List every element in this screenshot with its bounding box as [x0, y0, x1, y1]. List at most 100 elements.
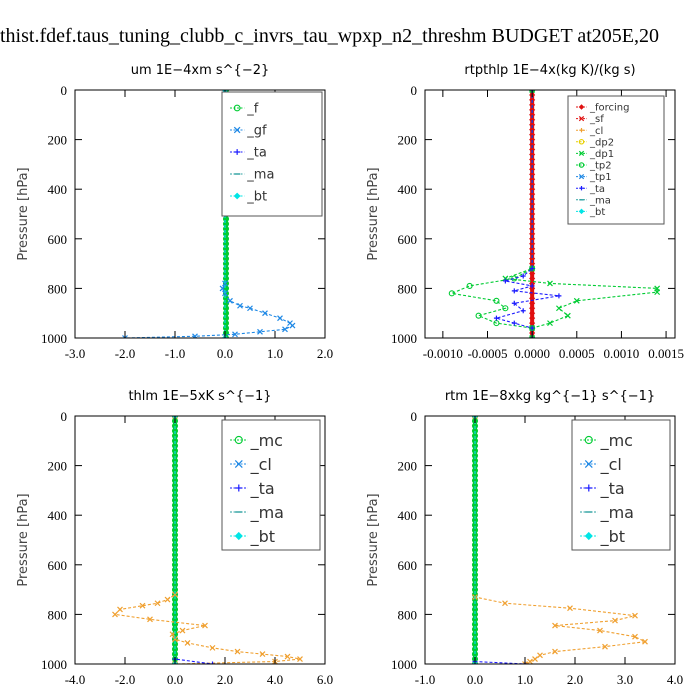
- data-point: [184, 639, 191, 646]
- data-point: [502, 278, 508, 284]
- y-axis-label: Pressure [hPa]: [16, 167, 31, 260]
- legend-marker: [579, 186, 584, 191]
- x-tick-label: 0.0005: [559, 346, 595, 361]
- legend-label: _bt: [246, 190, 267, 205]
- page-title: thist.fdef.taus_tuning_clubb_c_invrs_tau…: [0, 25, 659, 47]
- legend-label: _cl: [250, 455, 272, 475]
- legend-marker: [578, 115, 585, 122]
- data-point: [202, 622, 208, 629]
- y-tick-label: 1000: [391, 657, 417, 672]
- legend-label: _ta: [246, 146, 267, 161]
- x-tick-label: -2.0: [115, 346, 136, 361]
- data-point: [234, 648, 241, 655]
- plot-frame: [74, 415, 326, 665]
- legend-label: _mc: [250, 431, 283, 451]
- data-point: [139, 602, 146, 609]
- y-tick-label: 400: [48, 508, 68, 523]
- series-line-ta: [474, 416, 526, 664]
- data-point: [527, 658, 533, 664]
- legend-label: _tp1: [589, 172, 612, 183]
- y-tick-label: 0: [411, 83, 418, 98]
- legend-marker: [578, 104, 585, 110]
- x-tick-label: 0.0015: [648, 346, 684, 361]
- y-tick-label: 800: [398, 607, 418, 622]
- series-group: [448, 90, 661, 338]
- legend: _f _gf _ta _ma _bt: [221, 91, 323, 217]
- legend-label: _dp1: [589, 149, 614, 160]
- x-tick-label: 1.0: [517, 672, 533, 687]
- x-tick-label: -2.0: [115, 672, 136, 687]
- legend-label: _cl: [589, 126, 603, 137]
- legend-label: _ma: [246, 168, 274, 183]
- data-point: [537, 652, 543, 659]
- data-point: [520, 273, 526, 279]
- x-tick-label: -0.0005: [467, 346, 507, 361]
- data-point: [502, 305, 509, 312]
- data-point: [472, 416, 478, 419]
- y-tick-label: 400: [398, 508, 418, 523]
- plot-frame: [424, 89, 676, 339]
- y-tick-label: 200: [398, 459, 418, 474]
- legend-marker: [578, 173, 585, 180]
- data-point: [564, 312, 571, 319]
- data-point: [297, 656, 303, 662]
- legend-marker: [234, 435, 243, 445]
- y-tick-label: 600: [398, 232, 418, 247]
- legend-label: _bt: [250, 527, 275, 547]
- data-point: [632, 612, 638, 619]
- y-tick-label: 400: [48, 182, 68, 197]
- legend-marker: [234, 531, 243, 541]
- data-point: [222, 280, 228, 287]
- legend-box: [567, 95, 665, 225]
- data-point: [164, 596, 171, 603]
- data-point: [511, 288, 517, 294]
- x-tick-label: 2.0: [217, 672, 233, 687]
- legend-marker: [584, 531, 593, 541]
- legend-label: _ma: [589, 195, 611, 206]
- data-point: [209, 644, 216, 651]
- data-point: [573, 297, 580, 304]
- legend-marker: [233, 126, 241, 134]
- legend-label: _cl: [600, 455, 622, 475]
- y-tick-label: 1000: [391, 331, 417, 346]
- plot-frame: [74, 89, 326, 339]
- legend-marker: [234, 149, 241, 155]
- legend-label: _dp2: [589, 137, 614, 148]
- legend-label: _ta: [589, 184, 605, 195]
- data-point: [282, 326, 288, 333]
- y-tick-label: 200: [48, 133, 68, 148]
- y-tick-label: 800: [48, 281, 68, 296]
- y-tick-label: 1000: [41, 657, 67, 672]
- data-point: [552, 622, 558, 629]
- data-point: [210, 661, 215, 664]
- chart-panel-3: thlm 1E−5xK s^{−1} Pressure [hPa] -4.0 -2.0…: [16, 389, 333, 687]
- data-point: [222, 290, 228, 297]
- data-point: [493, 315, 499, 321]
- chart-panel-2: rtpthlp 1E−4x(kg K)/(kg s) Pressure [hPa]…: [366, 63, 684, 361]
- series-line-ta: [494, 90, 560, 338]
- data-point: [552, 648, 558, 655]
- x-tick-label: 0.0010: [604, 346, 640, 361]
- legend-label: _bt: [589, 207, 605, 218]
- series-line-cl: [474, 416, 647, 664]
- y-tick-label: 400: [398, 182, 418, 197]
- legend-label: _ma: [600, 503, 634, 523]
- y-tick-label: 200: [48, 459, 68, 474]
- data-point: [247, 305, 253, 312]
- data-point: [475, 312, 482, 319]
- legend: _mc _cl _ta _ma _bt: [571, 419, 671, 551]
- legend: _forcing_sf_cl_dp2_dp1_tp2_tp1_ta_ma_bt: [567, 95, 665, 225]
- data-point: [632, 633, 638, 640]
- legend-marker: [584, 435, 593, 445]
- y-axis-label: Pressure [hPa]: [366, 493, 381, 586]
- legend-label: _ta: [250, 479, 275, 499]
- data-point: [284, 653, 291, 660]
- legend-box: [221, 91, 323, 217]
- legend-marker: [579, 128, 584, 133]
- legend-marker: [578, 139, 585, 145]
- legend-marker: [233, 192, 241, 200]
- x-tick-label: 1.0: [267, 346, 283, 361]
- x-tick-label: 6.0: [317, 672, 333, 687]
- data-point: [529, 266, 535, 272]
